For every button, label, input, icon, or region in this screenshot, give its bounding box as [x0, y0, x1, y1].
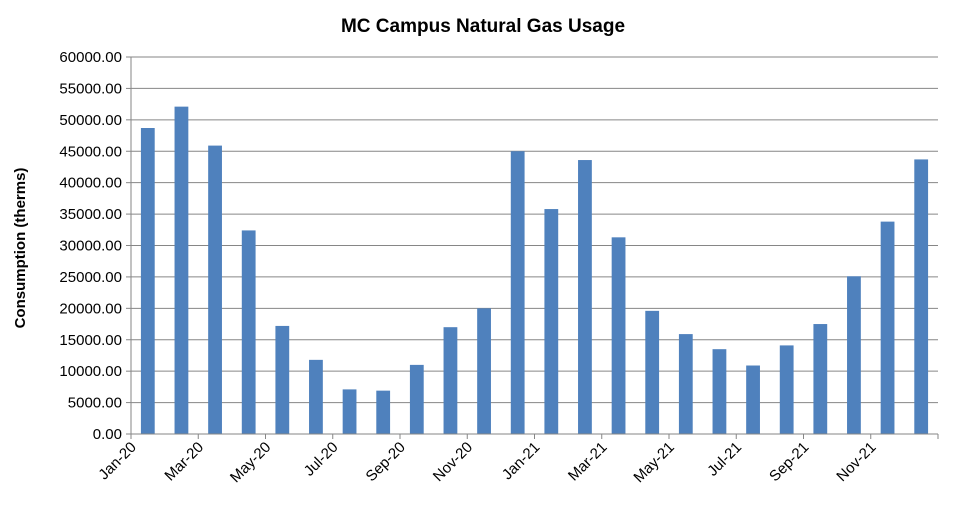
bar-jun-21: [712, 349, 727, 434]
bars: [140, 106, 929, 435]
bar-dec-20: [510, 151, 525, 434]
y-tick-label: 35000.00: [59, 206, 122, 223]
bar-oct-21: [847, 276, 861, 434]
x-tick-label: Sep-21: [766, 439, 812, 485]
y-tick-label: 10000.00: [59, 363, 122, 380]
bar-sep-21: [813, 324, 828, 434]
x-tick-label: May-21: [630, 439, 677, 486]
bar-may-21: [678, 334, 693, 434]
y-tick-label: 30000.00: [59, 238, 122, 255]
bar-may-20: [275, 325, 290, 434]
y-tick-label: 20000.00: [59, 300, 122, 317]
bar-apr-21: [645, 310, 660, 434]
x-tick-label: Mar-20: [161, 439, 207, 485]
y-tick-label: 25000.00: [59, 269, 122, 286]
bar-nov-21: [880, 221, 895, 434]
bar-aug-20: [376, 390, 391, 434]
x-tick-label: Mar-21: [565, 439, 611, 485]
x-tick-label: Jul-21: [704, 439, 745, 480]
bar-sep-20: [409, 364, 424, 434]
y-tick-label: 50000.00: [59, 112, 122, 129]
y-tick-label: 45000.00: [59, 143, 122, 160]
x-tick-labels: Jan-20 Mar-20 May-20 Jul-20 Sep-20 Nov-20 Jan-…: [95, 439, 879, 486]
x-tick-label: Sep-20: [363, 439, 409, 485]
gridlines: [126, 56, 938, 435]
bar-jan-21: [544, 209, 559, 434]
bar-feb-21: [578, 160, 592, 434]
bar-feb-20: [174, 106, 189, 434]
x-tick-label: May-20: [227, 439, 274, 486]
bar-apr-20: [241, 230, 256, 434]
x-tick-label: Jan-20: [95, 439, 139, 483]
bar-oct-20: [443, 327, 458, 434]
x-tick-label: Nov-20: [430, 439, 476, 485]
y-tick-label: 60000.00: [59, 49, 122, 66]
bar-aug-21: [779, 345, 794, 434]
y-tick-label: 40000.00: [59, 175, 122, 192]
bar-jun-20: [309, 359, 323, 434]
bar-jan-20: [140, 128, 155, 435]
axes: [130, 57, 939, 439]
y-tick-label: 5000.00: [68, 395, 122, 412]
y-tick-labels: 0.00 5000.00 10000.00 15000.00 20000.00 25000…: [59, 49, 122, 443]
x-tick-label: Jan-21: [499, 439, 543, 483]
x-tick-label: Nov-21: [833, 439, 879, 485]
bar-jul-21: [746, 365, 760, 434]
chart-title: MC Campus Natural Gas Usage: [341, 16, 625, 37]
bar-mar-20: [208, 145, 222, 434]
bar-jul-20: [342, 389, 357, 434]
y-tick-label: 15000.00: [59, 332, 122, 349]
bar-dec-21: [914, 159, 929, 434]
y-tick-label: 55000.00: [59, 80, 122, 97]
bar-nov-20: [477, 308, 491, 434]
bar-mar-21: [611, 237, 626, 434]
y-axis-label: Consumption (therms): [12, 168, 29, 329]
x-tick-label: Jul-20: [301, 439, 342, 480]
y-tick-label: 0.00: [93, 426, 122, 443]
